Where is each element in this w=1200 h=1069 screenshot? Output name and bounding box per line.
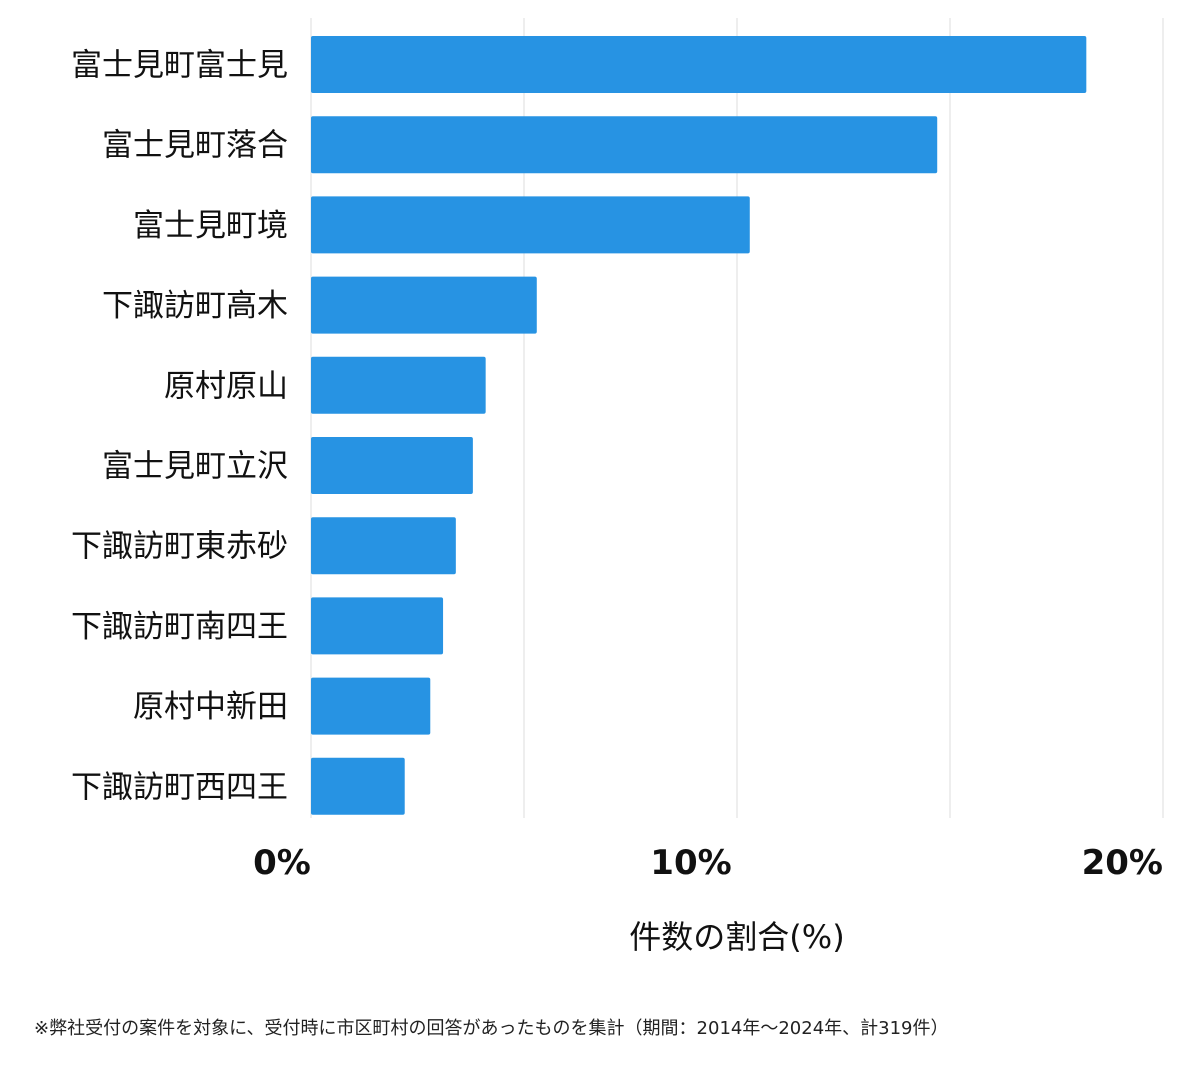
category-label: 下諏訪町高木	[102, 288, 288, 324]
bar	[311, 517, 456, 575]
category-label: 下諏訪町南四王	[71, 609, 288, 645]
category-label: 原村原山	[164, 368, 288, 404]
bar-chart: 富士見町富士見富士見町落合富士見町境下諏訪町高木原村原山富士見町立沢下諏訪町東赤…	[71, 18, 1164, 956]
footnote: ※弊社受付の案件を対象に、受付時に市区町村の回答があったものを集計（期間：201…	[34, 1018, 949, 1039]
x-tick-label: 10%	[650, 843, 731, 883]
x-tick-label: 20%	[1082, 843, 1163, 883]
bar	[311, 116, 938, 174]
x-tick-labels: 0% 10% 20%	[253, 843, 1163, 883]
bar	[311, 597, 444, 655]
bar	[311, 437, 473, 494]
bar	[311, 196, 750, 254]
category-label: 富士見町境	[133, 208, 288, 244]
bar	[311, 677, 431, 735]
category-label: 下諏訪町西四王	[71, 769, 288, 805]
bar	[311, 757, 405, 815]
category-label: 富士見町富士見	[71, 48, 288, 84]
x-axis-title: 件数の割合(%)	[629, 918, 844, 956]
category-label: 富士見町立沢	[102, 449, 288, 485]
category-label: 原村中新田	[133, 689, 288, 725]
bar	[311, 356, 486, 414]
x-tick-label: 0%	[253, 843, 311, 883]
bar	[311, 36, 1087, 93]
category-label: 下諏訪町東赤砂	[71, 529, 288, 565]
category-label: 富士見町落合	[102, 128, 288, 164]
bar	[311, 276, 537, 334]
bars	[311, 36, 1087, 815]
category-labels: 富士見町富士見富士見町落合富士見町境下諏訪町高木原村原山富士見町立沢下諏訪町東赤…	[71, 48, 288, 806]
